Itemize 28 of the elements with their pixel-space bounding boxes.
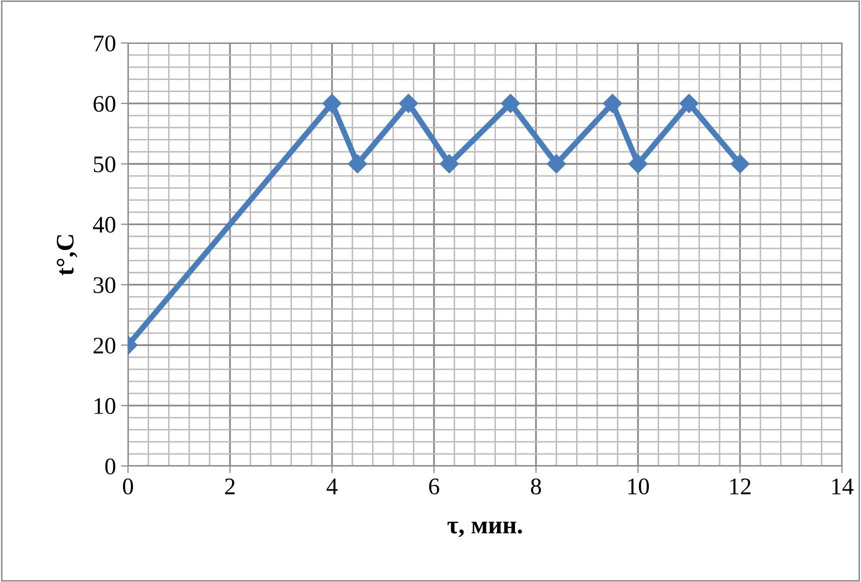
- x-tick-label: 8: [530, 478, 542, 494]
- y-tick-label: 70: [94, 35, 116, 52]
- x-tick-label: 6: [429, 478, 440, 494]
- point: [322, 94, 342, 113]
- x-tick-label: 0: [122, 478, 134, 494]
- y-tick-label: 20: [94, 338, 116, 354]
- point: [628, 154, 648, 174]
- y-tick-label: 40: [93, 216, 116, 233]
- y-tick-label: 30: [94, 277, 116, 294]
- y-tick-label: 50: [94, 156, 116, 172]
- y-tick-label: 0: [105, 458, 116, 474]
- point: [730, 154, 750, 174]
- x-tick-label: 10: [628, 478, 649, 494]
- point: [398, 94, 418, 113]
- point: [440, 154, 459, 174]
- x-axis-title: τ, мин.: [447, 522, 522, 538]
- x-tick-label: 2: [225, 478, 235, 494]
- point: [679, 94, 699, 113]
- y-tick-label: 10: [94, 398, 116, 414]
- point: [602, 94, 622, 113]
- x-tick-label: 4: [326, 478, 338, 494]
- point: [500, 94, 520, 113]
- point: [546, 154, 566, 174]
- x-tick-label: 14: [832, 478, 854, 494]
- y-axis-title: t°,C: [56, 235, 78, 276]
- point: [348, 154, 368, 174]
- y-tick-label: 60: [94, 96, 116, 112]
- x-tick-label: 12: [730, 478, 751, 494]
